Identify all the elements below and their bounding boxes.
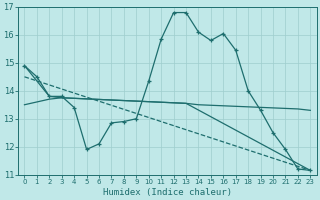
X-axis label: Humidex (Indice chaleur): Humidex (Indice chaleur) — [103, 188, 232, 197]
